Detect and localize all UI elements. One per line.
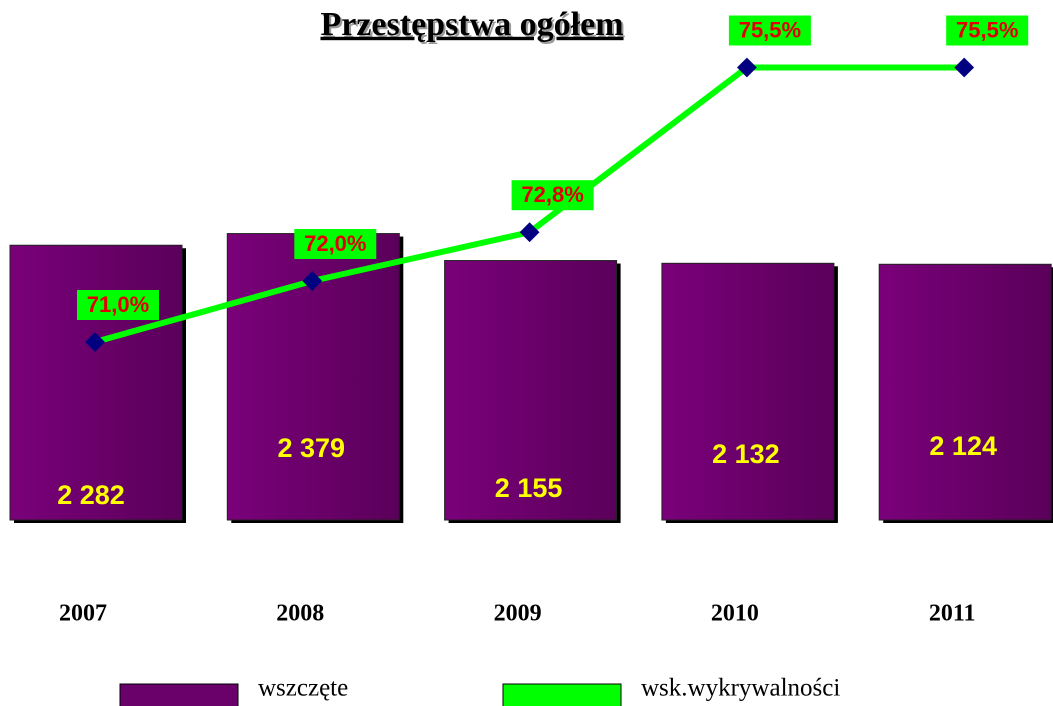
line-value-label: 72,0%: [304, 231, 366, 256]
legend-label: wszczęte: [258, 675, 348, 702]
marker: [302, 271, 323, 291]
bar-value-label: 2 379: [278, 433, 346, 463]
line-label-box: [77, 290, 159, 320]
legend-swatch: [119, 683, 239, 706]
x-tick-label: 2008: [276, 601, 324, 627]
x-tick-label: 2007: [59, 601, 107, 627]
x-tick-label: 2009: [494, 601, 542, 627]
bar: [661, 262, 835, 521]
bar-value-label: 2 282: [57, 480, 125, 510]
legend-swatch: [502, 683, 622, 706]
marker: [954, 57, 975, 78]
bar: [9, 244, 183, 521]
legend-label: wsk.wykrywalności: [641, 675, 840, 702]
line-value-label: 75,5%: [739, 17, 801, 42]
line-label-box: [294, 229, 377, 259]
bar-value-label: 2 132: [712, 439, 780, 469]
line-label-box: [946, 15, 1029, 46]
bar: [878, 263, 1052, 521]
line-label-box: [728, 15, 811, 46]
marker: [85, 332, 105, 352]
bar: [444, 260, 618, 521]
chart-title: Przestępstwa ogółem: [320, 6, 623, 43]
chart-title-shadow: Przestępstwa ogółem: [322, 8, 625, 45]
line-label-box: [511, 180, 594, 211]
x-tick-label: 2010: [711, 601, 759, 627]
bar-value-label: 2 124: [929, 431, 997, 461]
bar-value-label: 2 155: [495, 473, 563, 503]
line-value-label: 72,8%: [521, 182, 583, 207]
x-tick-label: 2011: [929, 601, 976, 627]
line-value-label: 75,5%: [956, 17, 1018, 42]
line-value-label: 71,0%: [87, 292, 149, 317]
